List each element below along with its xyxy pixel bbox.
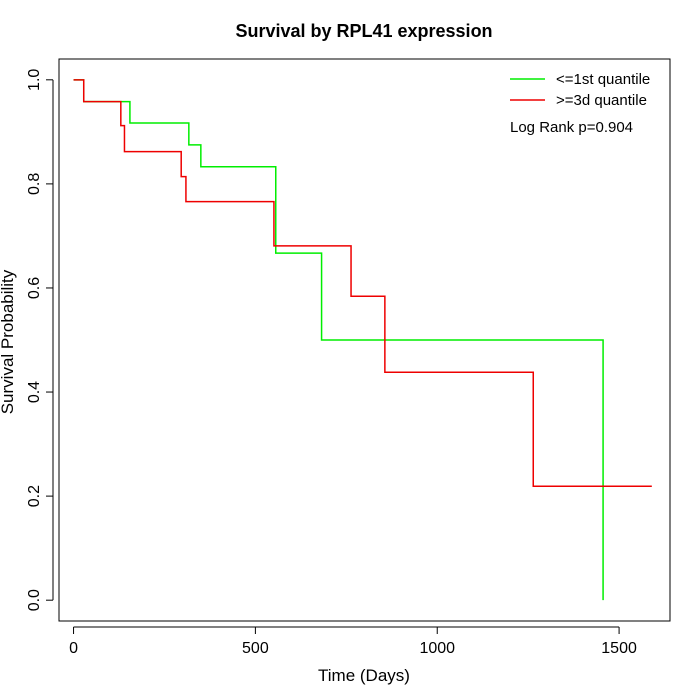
x-tick-label: 1000 [419, 640, 455, 657]
y-tick-label: 1.0 [26, 69, 43, 91]
x-tick-label: 500 [242, 640, 269, 657]
plot-frame [58, 58, 671, 622]
log-rank-annotation: Log Rank p=0.904 [510, 119, 633, 136]
y-tick-label: 0.4 [26, 381, 43, 403]
x-axis-label: Time (Days) [318, 666, 410, 685]
x-tick-label: 0 [69, 640, 78, 657]
y-axis: 0.0 0.2 0.4 0.6 0.8 1.0 [26, 69, 54, 611]
series-layer [73, 79, 652, 601]
y-tick-label: 0.8 [26, 173, 43, 195]
y-tick-label: 0.0 [26, 589, 43, 611]
legend: <=1st quantile >=3d quantile [510, 71, 650, 109]
y-tick-label: 0.2 [26, 485, 43, 507]
x-axis: 0 500 1000 1500 [69, 626, 637, 657]
x-tick-label: 1500 [601, 640, 637, 657]
chart-title: Survival by RPL41 expression [235, 21, 492, 41]
series-line-2 [73, 79, 652, 487]
y-axis-label: Survival Probability [0, 269, 17, 414]
legend-label: >=3d quantile [556, 92, 647, 109]
legend-label: <=1st quantile [556, 71, 650, 88]
y-tick-label: 0.6 [26, 277, 43, 299]
